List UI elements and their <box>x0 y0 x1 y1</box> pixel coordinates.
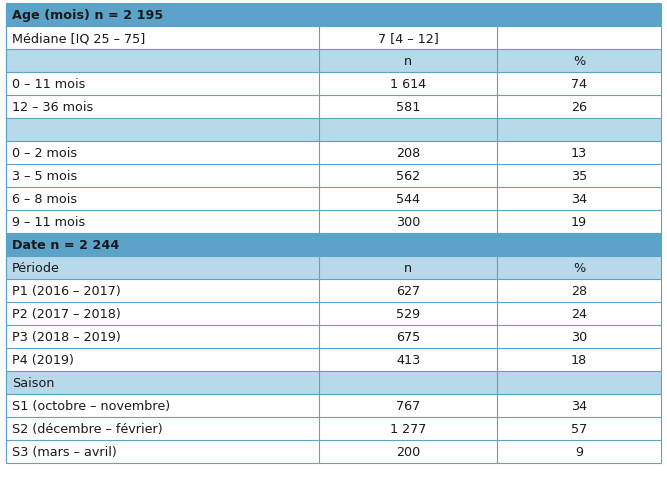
Text: 0 – 11 mois: 0 – 11 mois <box>12 78 85 91</box>
Bar <box>6 394 661 417</box>
Text: P4 (2019): P4 (2019) <box>12 353 74 366</box>
Text: Date n = 2 244: Date n = 2 244 <box>12 239 119 252</box>
Text: 627: 627 <box>396 285 420 297</box>
Text: 9: 9 <box>575 445 583 458</box>
Text: 34: 34 <box>571 193 587 206</box>
Bar <box>6 4 661 27</box>
Text: Saison: Saison <box>12 376 55 389</box>
Text: P1 (2016 – 2017): P1 (2016 – 2017) <box>12 285 121 297</box>
Text: 24: 24 <box>571 307 587 320</box>
Bar <box>6 73 661 96</box>
Bar <box>6 233 661 257</box>
Text: 35: 35 <box>571 170 587 182</box>
Bar <box>6 371 661 394</box>
Text: 1 614: 1 614 <box>390 78 426 91</box>
Bar <box>6 440 661 463</box>
Text: 6 – 8 mois: 6 – 8 mois <box>12 193 77 206</box>
Bar <box>6 188 661 211</box>
Bar <box>6 302 661 325</box>
Text: S1 (octobre – novembre): S1 (octobre – novembre) <box>12 399 170 412</box>
Text: 30: 30 <box>571 330 587 343</box>
Bar <box>6 325 661 348</box>
Text: 12 – 36 mois: 12 – 36 mois <box>12 101 93 114</box>
Text: Période: Période <box>12 261 60 274</box>
Text: 13: 13 <box>571 147 587 160</box>
Text: 1 277: 1 277 <box>390 422 426 435</box>
Text: 0 – 2 mois: 0 – 2 mois <box>12 147 77 160</box>
Text: 529: 529 <box>396 307 420 320</box>
Bar <box>6 279 661 302</box>
Text: Age (mois) n = 2 195: Age (mois) n = 2 195 <box>12 9 163 22</box>
Bar <box>6 257 661 279</box>
Text: 34: 34 <box>571 399 587 412</box>
Text: Médiane [IQ 25 – 75]: Médiane [IQ 25 – 75] <box>12 32 145 45</box>
Text: 300: 300 <box>396 215 420 228</box>
Bar <box>6 211 661 233</box>
Text: 57: 57 <box>571 422 587 435</box>
Bar <box>6 348 661 371</box>
Text: 9 – 11 mois: 9 – 11 mois <box>12 215 85 228</box>
Text: P2 (2017 – 2018): P2 (2017 – 2018) <box>12 307 121 320</box>
Text: %: % <box>573 261 585 274</box>
Text: 767: 767 <box>396 399 420 412</box>
Bar <box>6 142 661 165</box>
Bar <box>6 50 661 73</box>
Bar <box>6 165 661 188</box>
Bar <box>6 96 661 119</box>
Text: 208: 208 <box>396 147 420 160</box>
Text: 19: 19 <box>571 215 587 228</box>
Text: n: n <box>404 55 412 68</box>
Text: 562: 562 <box>396 170 420 182</box>
Text: n: n <box>404 261 412 274</box>
Bar <box>6 119 661 142</box>
Text: 18: 18 <box>571 353 587 366</box>
Text: S2 (décembre – février): S2 (décembre – février) <box>12 422 163 435</box>
Text: 675: 675 <box>396 330 420 343</box>
Text: 3 – 5 mois: 3 – 5 mois <box>12 170 77 182</box>
Text: 581: 581 <box>396 101 420 114</box>
Text: 74: 74 <box>571 78 587 91</box>
Text: 26: 26 <box>571 101 587 114</box>
Text: 7 [4 – 12]: 7 [4 – 12] <box>378 32 438 45</box>
Text: %: % <box>573 55 585 68</box>
Text: S3 (mars – avril): S3 (mars – avril) <box>12 445 117 458</box>
Text: 200: 200 <box>396 445 420 458</box>
Bar <box>6 27 661 50</box>
Text: 544: 544 <box>396 193 420 206</box>
Bar <box>6 417 661 440</box>
Text: 28: 28 <box>571 285 587 297</box>
Text: P3 (2018 – 2019): P3 (2018 – 2019) <box>12 330 121 343</box>
Text: 413: 413 <box>396 353 420 366</box>
